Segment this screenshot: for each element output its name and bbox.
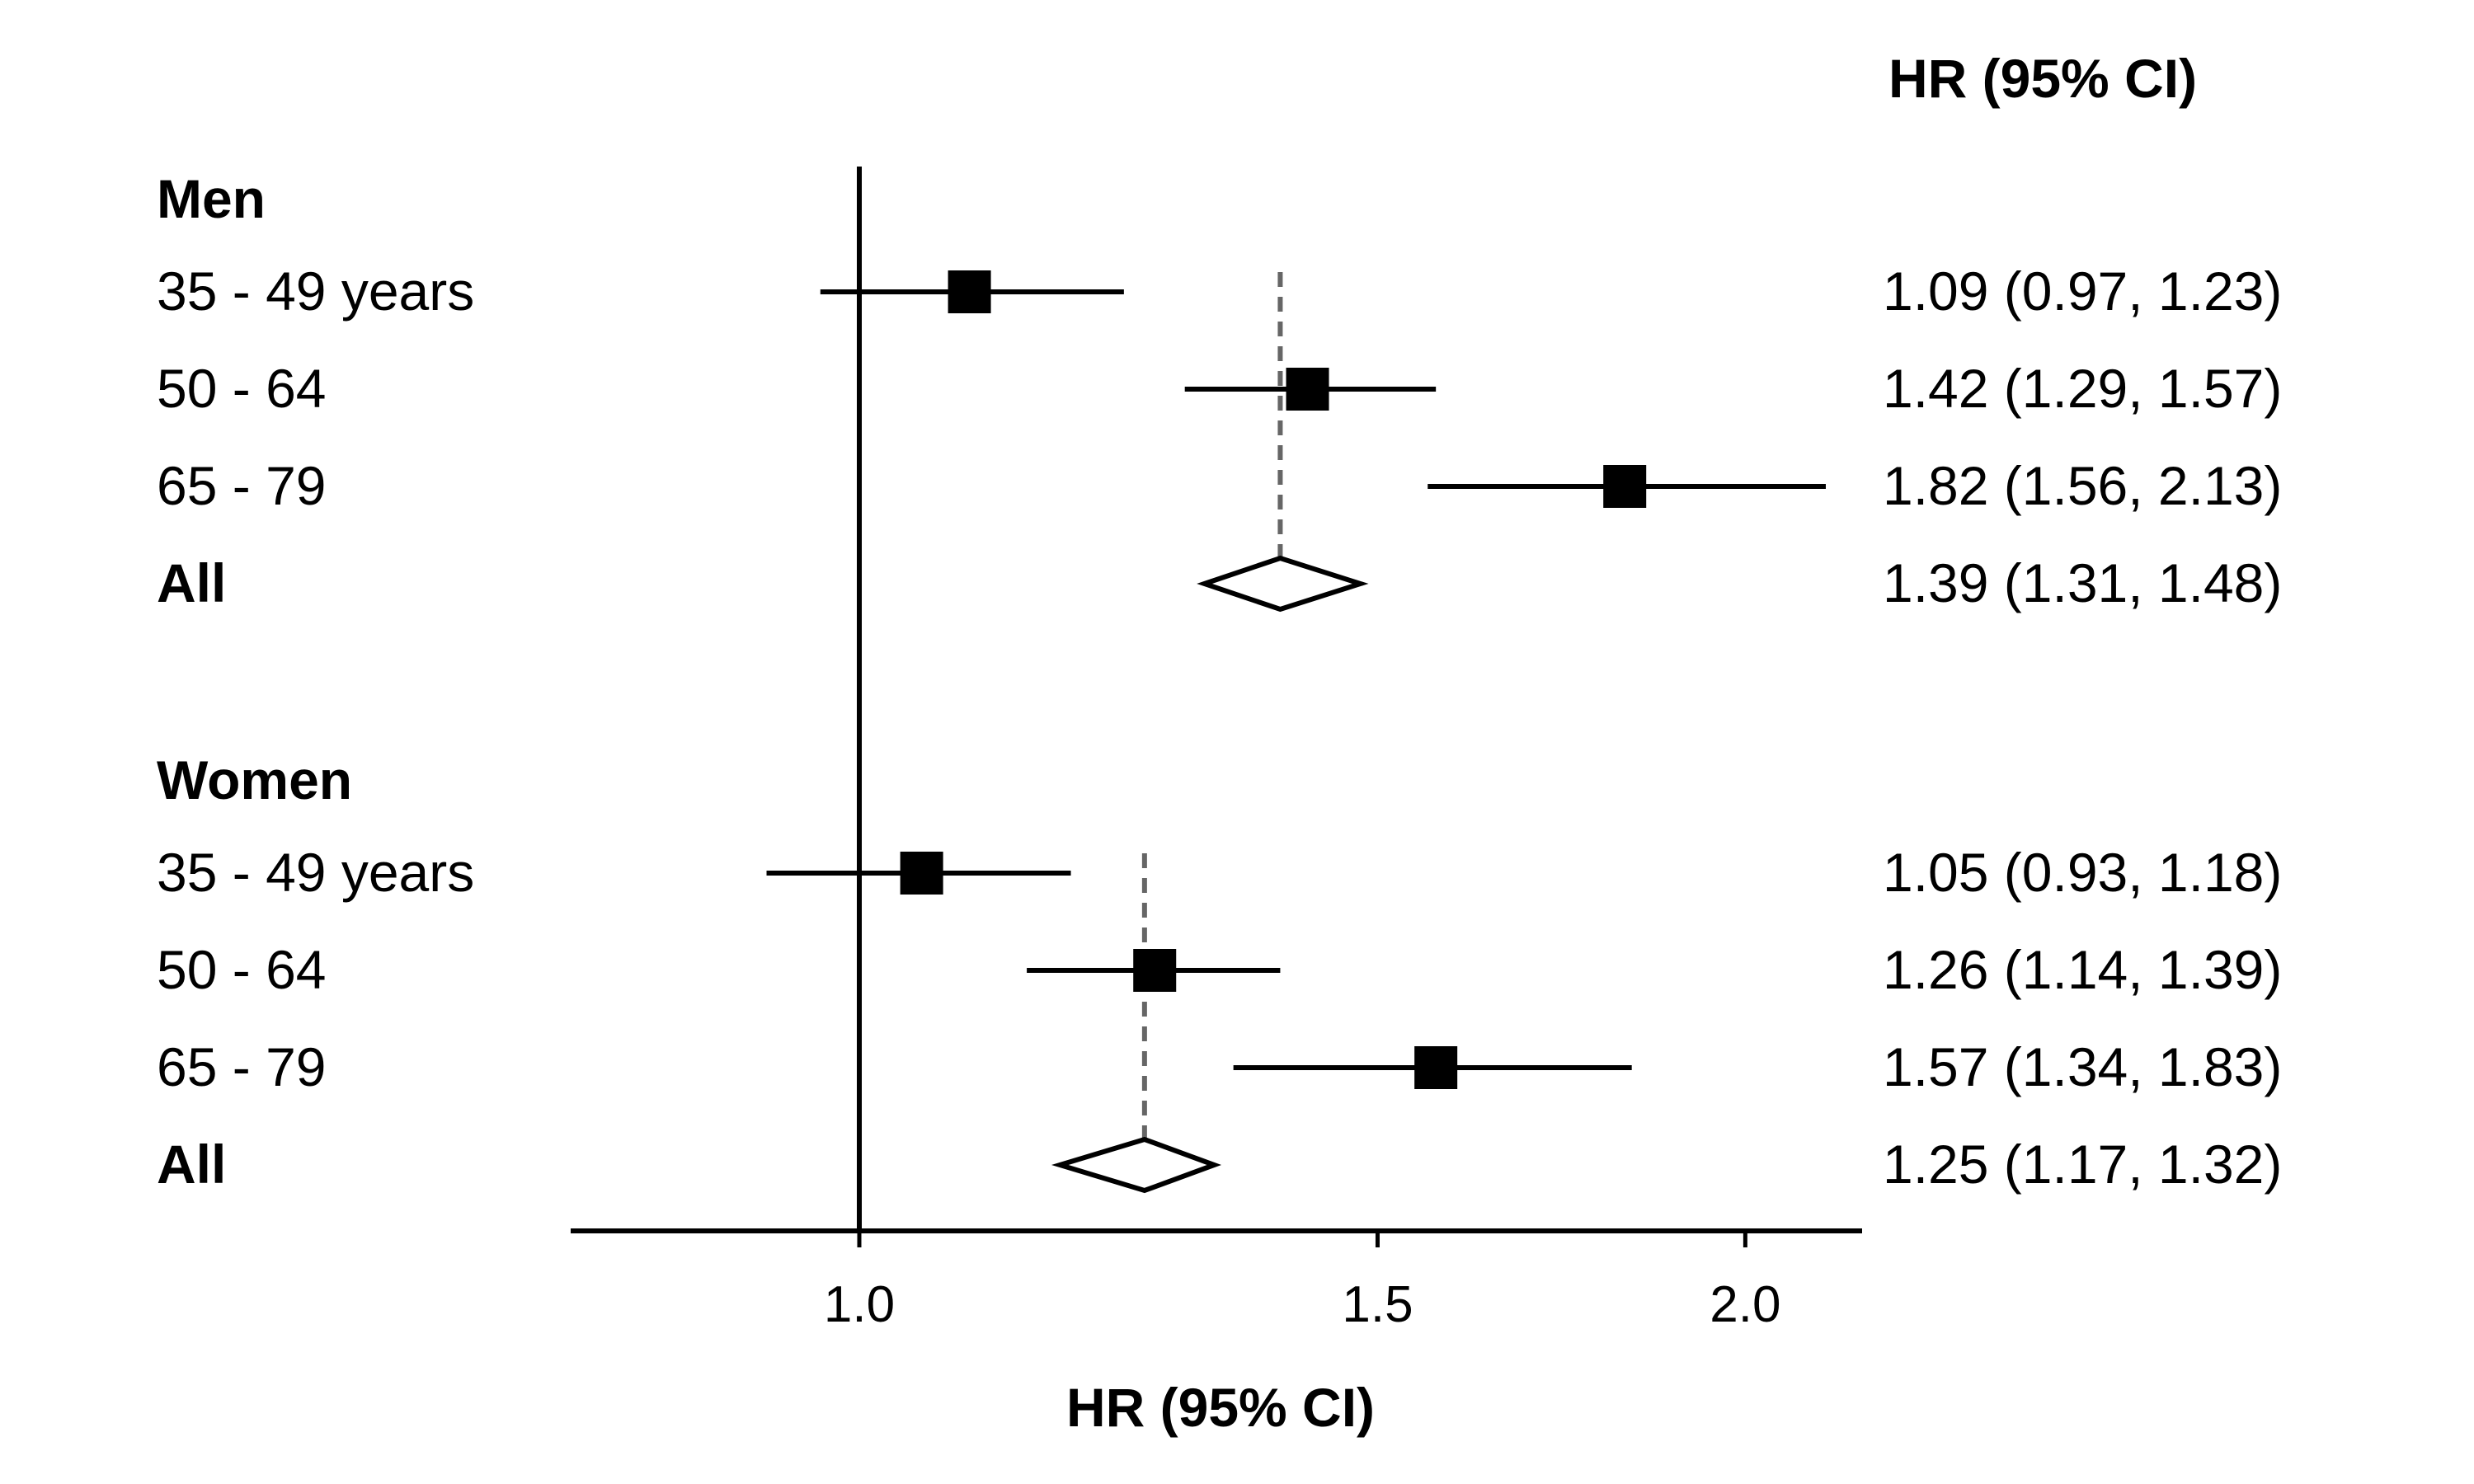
x-tick-label: 1.5: [1342, 1276, 1413, 1333]
group-header-men: Men: [157, 168, 266, 229]
group-header-women: Women: [157, 749, 352, 810]
overall-hr-value-women: 1.25 (1.17, 1.32): [1883, 1134, 2282, 1195]
row-label: 65 - 79: [157, 455, 326, 516]
point-estimate: [948, 270, 991, 313]
hr-value: 1.05 (0.93, 1.18): [1883, 842, 2282, 903]
row-label: 50 - 64: [157, 358, 326, 419]
hr-value: 1.82 (1.56, 2.13): [1883, 455, 2282, 516]
point-estimate: [1133, 949, 1177, 992]
hr-value: 1.42 (1.29, 1.57): [1883, 358, 2282, 419]
plot-marks: 1.0 1.5 2.0 Men 35 - 49 years 1.09 (0.97, 1.2…: [157, 167, 2282, 1333]
overall-diamond-men: [1197, 555, 1369, 613]
row-label: 50 - 64: [157, 939, 326, 1000]
x-tick-label: 2.0: [1710, 1276, 1780, 1333]
overall-label-men: All: [157, 552, 226, 613]
x-axis-title: HR (95% CI): [1066, 1377, 1375, 1438]
point-estimate: [900, 852, 943, 895]
x-tick-label: 1.0: [824, 1276, 895, 1333]
row-label: 35 - 49 years: [157, 261, 474, 322]
point-estimate: [1414, 1046, 1458, 1089]
point-estimate: [1286, 368, 1329, 411]
row-label: 65 - 79: [157, 1036, 326, 1097]
hr-value: 1.26 (1.14, 1.39): [1883, 939, 2282, 1000]
hr-value: 1.57 (1.34, 1.83): [1883, 1036, 2282, 1097]
hr-column-header: HR (95% CI): [1888, 48, 2197, 109]
overall-label-women: All: [157, 1134, 226, 1195]
point-estimate: [1603, 465, 1647, 508]
overall-hr-value-men: 1.39 (1.31, 1.48): [1883, 552, 2282, 613]
hr-value: 1.09 (0.97, 1.23): [1883, 261, 2282, 322]
overall-diamond-women: [1051, 1136, 1222, 1194]
row-label: 35 - 49 years: [157, 842, 474, 903]
